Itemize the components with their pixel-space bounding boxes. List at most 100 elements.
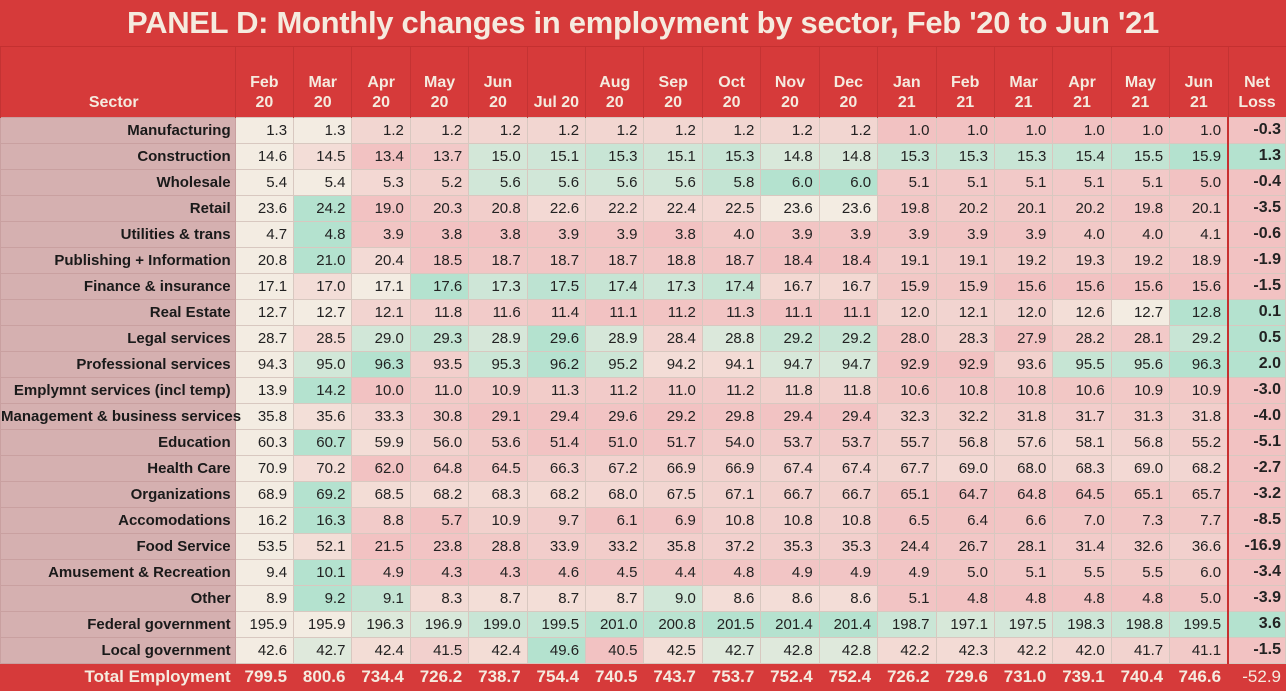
heatmap-cell: 67.4 — [760, 454, 820, 482]
table-row: Local government 42.6 42.7 42.4 41.5 42.4 49.6… — [0, 636, 1286, 664]
heatmap-cell: 4.8 — [1052, 584, 1112, 612]
heatmap-cell: 1.2 — [701, 116, 762, 144]
heatmap-cell: 14.6 — [234, 142, 295, 170]
heatmap-cell: 4.3 — [409, 558, 470, 586]
table-row: Utilities & trans 4.7 4.8 3.9 3.8 3.8 3.9 3.9 3.… — [0, 220, 1286, 248]
sector-label: Real Estate — [0, 298, 236, 326]
heatmap-cell: 5.1 — [993, 168, 1054, 196]
sector-label: Utilities & trans — [0, 220, 236, 248]
heatmap-cell: 197.1 — [935, 610, 995, 638]
heatmap-cell: 7.7 — [1169, 506, 1229, 534]
net-loss-cell: 2.0 — [1227, 350, 1286, 378]
heatmap-cell: 68.2 — [526, 480, 587, 508]
heatmap-cell: 95.5 — [1052, 350, 1112, 378]
heatmap-cell: 6.0 — [1169, 558, 1229, 586]
heatmap-cell: 4.0 — [1110, 220, 1171, 248]
heatmap-cell: 4.8 — [935, 584, 995, 612]
heatmap-cell: 20.4 — [351, 246, 411, 274]
heatmap-cell: 64.8 — [993, 480, 1054, 508]
month-column-header: May 20 — [409, 47, 469, 117]
heatmap-cell: 31.8 — [1169, 402, 1229, 430]
heatmap-cell: 13.9 — [234, 376, 295, 404]
month-header-line2: 20 — [372, 93, 391, 111]
heatmap-cell: 35.6 — [293, 402, 353, 430]
heatmap-cell: 15.9 — [1169, 142, 1229, 170]
heatmap-cell: 23.8 — [409, 532, 470, 560]
heatmap-cell: 60.7 — [293, 428, 353, 456]
heatmap-cell: 65.1 — [1110, 480, 1171, 508]
heatmap-cell: 67.5 — [643, 480, 703, 508]
heatmap-cell: 28.0 — [877, 324, 937, 352]
heatmap-cell: 55.2 — [1169, 428, 1229, 456]
month-header-line1: Mar — [308, 73, 337, 91]
heatmap-cell: 22.5 — [701, 194, 762, 222]
heatmap-cell: 12.1 — [351, 298, 411, 326]
heatmap-cell: 32.6 — [1110, 532, 1171, 560]
heatmap-cell: 18.4 — [760, 246, 820, 274]
heatmap-cell: 56.0 — [409, 428, 470, 456]
heatmap-cell: 4.9 — [351, 558, 411, 586]
heatmap-cell: 1.2 — [643, 116, 703, 144]
heatmap-cell: 28.2 — [1052, 324, 1112, 352]
heatmap-cell: 6.0 — [760, 168, 820, 196]
heatmap-cell: 17.3 — [468, 272, 528, 300]
heatmap-cell: 18.7 — [468, 246, 528, 274]
heatmap-cell: 12.1 — [935, 298, 995, 326]
heatmap-cell: 95.0 — [293, 350, 353, 378]
table-row: Professional services 94.3 95.0 96.3 93.5 95.… — [0, 350, 1286, 378]
heatmap-cell: 42.3 — [935, 636, 995, 664]
table-row: Accomodations 16.2 16.3 8.8 5.7 10.9 9.7 6.1 6.9… — [0, 506, 1286, 534]
heatmap-cell: 22.2 — [585, 194, 645, 222]
heatmap-cell: 26.7 — [935, 532, 995, 560]
heatmap-cell: 6.5 — [877, 506, 937, 534]
heatmap-cell: 69.2 — [293, 480, 353, 508]
heatmap-cell: 21.0 — [293, 246, 353, 274]
month-header-line1: Jan — [893, 73, 921, 91]
month-header-line2: 20 — [605, 93, 624, 111]
net-loss-cell: 0.1 — [1227, 298, 1286, 326]
heatmap-cell: 21.5 — [351, 532, 411, 560]
heatmap-cell: 3.9 — [993, 220, 1054, 248]
heatmap-cell: 4.9 — [760, 558, 820, 586]
sector-label: Education — [0, 428, 236, 456]
heatmap-cell: 42.2 — [877, 636, 937, 664]
chart-title: PANEL D: Monthly changes in employment b… — [0, 0, 1286, 47]
heatmap-cell: 14.5 — [293, 142, 353, 170]
heatmap-cell: 92.9 — [877, 350, 937, 378]
heatmap-cell: 93.5 — [409, 350, 470, 378]
heatmap-cell: 51.4 — [526, 428, 587, 456]
heatmap-cell: 4.6 — [526, 558, 587, 586]
net-loss-cell: -2.7 — [1227, 454, 1286, 482]
heatmap-cell: 94.7 — [818, 350, 879, 378]
heatmap-cell: 8.3 — [409, 584, 470, 612]
heatmap-cell: 53.5 — [234, 532, 295, 560]
table-row: Health Care 70.9 70.2 62.0 64.8 64.5 66.3 67.2 6… — [0, 454, 1286, 482]
heatmap-cell: 5.7 — [409, 506, 470, 534]
month-header-line2: 21 — [1131, 93, 1150, 111]
heatmap-cell: 15.6 — [1052, 272, 1112, 300]
heatmap-cell: 28.1 — [993, 532, 1054, 560]
heatmap-cell: 10.9 — [468, 506, 528, 534]
heatmap-cell: 4.9 — [818, 558, 879, 586]
heatmap-cell: 56.8 — [935, 428, 995, 456]
heatmap-cell: 7.3 — [1110, 506, 1171, 534]
month-column-header: Apr 20 — [351, 47, 411, 117]
heatmap-cell: 24.4 — [877, 532, 937, 560]
heatmap-cell: 8.7 — [468, 584, 528, 612]
heatmap-cell: 56.8 — [1110, 428, 1171, 456]
heatmap-cell: 15.6 — [993, 272, 1054, 300]
heatmap-cell: 10.0 — [351, 376, 411, 404]
heatmap-cell: 198.3 — [1052, 610, 1112, 638]
heatmap-cell: 14.8 — [818, 142, 879, 170]
heatmap-cell: 49.6 — [526, 636, 587, 664]
heatmap-cell: 20.2 — [935, 194, 995, 222]
heatmap-cell: 53.7 — [760, 428, 820, 456]
heatmap-cell: 65.7 — [1169, 480, 1229, 508]
heatmap-cell: 3.8 — [643, 220, 703, 248]
month-column-header: Dec 20 — [818, 47, 878, 117]
heatmap-cell: 4.4 — [643, 558, 703, 586]
heatmap-cell: 19.8 — [877, 194, 937, 222]
heatmap-cell: 36.6 — [1169, 532, 1229, 560]
heatmap-cell: 16.3 — [293, 506, 353, 534]
heatmap-cell: 11.8 — [818, 376, 879, 404]
